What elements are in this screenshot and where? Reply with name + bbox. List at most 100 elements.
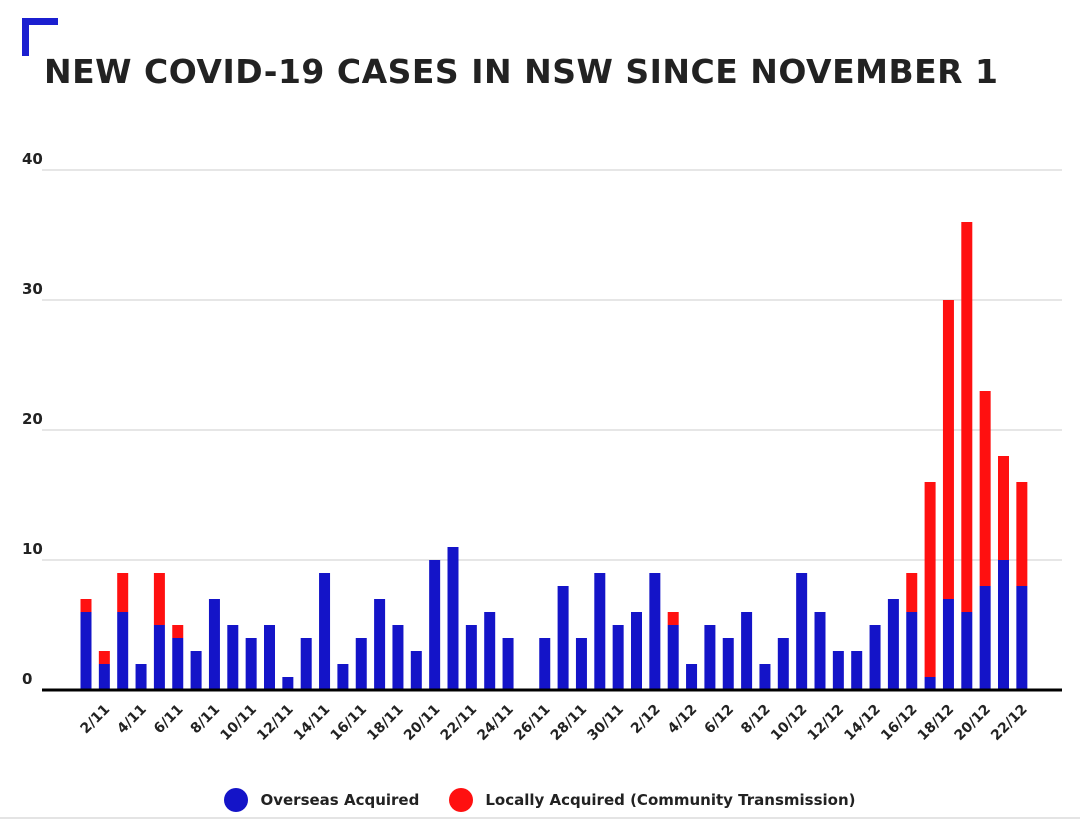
bar-overseas	[392, 625, 404, 690]
corner-accent	[22, 18, 58, 56]
bar-overseas	[539, 638, 551, 690]
bar-overseas	[704, 625, 716, 690]
bar-overseas	[190, 651, 202, 690]
bar-overseas	[649, 573, 661, 690]
bar-overseas	[227, 625, 239, 690]
bar-overseas	[906, 612, 918, 690]
bar-overseas	[135, 664, 147, 690]
bar-overseas	[979, 586, 991, 690]
legend-swatch-local	[449, 788, 474, 812]
x-tick-label: 18/11	[364, 702, 406, 744]
bar-overseas	[924, 677, 936, 690]
x-tick-label: 20/11	[401, 702, 443, 744]
bar-overseas	[594, 573, 606, 690]
bar-overseas	[942, 599, 954, 690]
bar-overseas	[814, 612, 826, 690]
bar-overseas	[869, 625, 881, 690]
bar-local	[924, 482, 936, 677]
x-tick-label: 26/11	[511, 702, 553, 744]
bar-overseas	[796, 573, 808, 690]
x-tick-label: 12/11	[254, 702, 296, 744]
y-tick-label: 40	[22, 150, 43, 168]
bar-overseas	[355, 638, 367, 690]
x-tick-label: 4/12	[665, 702, 701, 738]
x-tick-label: 12/12	[805, 702, 847, 744]
bar-overseas	[502, 638, 514, 690]
x-tick-label: 10/11	[217, 702, 259, 744]
bar-local	[80, 599, 92, 612]
y-tick-label: 10	[22, 540, 43, 558]
bar-local	[117, 573, 129, 612]
bar-overseas	[300, 638, 312, 690]
bar-overseas	[319, 573, 331, 690]
bar-local	[153, 573, 165, 625]
bar-overseas	[961, 612, 973, 690]
bar-overseas	[887, 599, 899, 690]
bar-local	[942, 300, 954, 599]
bar-overseas	[612, 625, 624, 690]
x-tick-label: 2/11	[78, 702, 114, 738]
bar-local	[961, 222, 973, 612]
bar-overseas	[208, 599, 220, 690]
bar-local	[667, 612, 679, 625]
bar-overseas	[777, 638, 789, 690]
bar-overseas	[631, 612, 642, 690]
bar-overseas	[1016, 586, 1028, 690]
x-tick-label: 22/11	[438, 702, 480, 744]
bottom-rule	[0, 817, 1080, 819]
y-tick-label: 20	[22, 410, 43, 428]
bar-overseas	[465, 625, 477, 690]
x-tick-label: 18/12	[915, 702, 957, 744]
y-tick-label: 0	[22, 670, 32, 688]
x-tick-label: 22/12	[988, 702, 1030, 744]
bar-overseas	[484, 612, 496, 690]
legend-swatch-overseas	[224, 788, 249, 812]
x-tick-label: 20/12	[951, 702, 993, 744]
x-tick-label: 4/11	[114, 702, 150, 738]
legend-label-local: Locally Acquired (Community Transmission…	[485, 791, 856, 809]
bar-overseas	[722, 638, 734, 690]
bar-local	[998, 456, 1009, 560]
bar-local	[172, 625, 184, 638]
bar-overseas	[374, 599, 386, 690]
bar-overseas	[998, 560, 1009, 690]
bar-overseas	[80, 612, 92, 690]
bar-overseas	[575, 638, 587, 690]
bar-overseas	[337, 664, 349, 690]
x-tick-label: 16/12	[878, 702, 920, 744]
x-tick-label: 14/11	[291, 702, 333, 744]
x-tick-label: 6/12	[701, 702, 737, 738]
legend-item-overseas: Overseas Acquired	[224, 788, 419, 812]
legend-label-overseas: Overseas Acquired	[260, 791, 420, 809]
bar-overseas	[410, 651, 422, 690]
bar-overseas	[447, 547, 459, 690]
y-tick-label: 30	[22, 280, 43, 298]
bar-overseas	[759, 664, 771, 690]
x-tick-label: 2/12	[628, 702, 664, 738]
bar-overseas	[832, 651, 844, 690]
bar-overseas	[153, 625, 165, 690]
x-tick-label: 6/11	[151, 702, 187, 738]
bar-overseas	[667, 625, 679, 690]
x-tick-label: 14/12	[841, 702, 883, 744]
bar-overseas	[282, 677, 294, 690]
legend: Overseas Acquired Locally Acquired (Comm…	[0, 788, 1080, 812]
x-tick-label: 10/12	[768, 702, 810, 744]
chart-title: NEW COVID-19 CASES IN NSW SINCE NOVEMBER…	[44, 52, 999, 91]
bar-overseas	[264, 625, 275, 690]
bar-overseas	[686, 664, 698, 690]
bar-overseas	[245, 638, 257, 690]
bar-local	[98, 651, 110, 664]
bar-overseas	[172, 638, 184, 690]
bar-overseas	[98, 664, 110, 690]
bar-local	[979, 391, 991, 586]
bar-overseas	[117, 612, 129, 690]
bar-local	[906, 573, 918, 612]
x-tick-label: 28/11	[548, 702, 590, 744]
bar-overseas	[429, 560, 441, 690]
bar-overseas	[741, 612, 753, 690]
bar-overseas	[557, 586, 569, 690]
bar-local	[1016, 482, 1028, 586]
x-tick-label: 16/11	[328, 702, 370, 744]
